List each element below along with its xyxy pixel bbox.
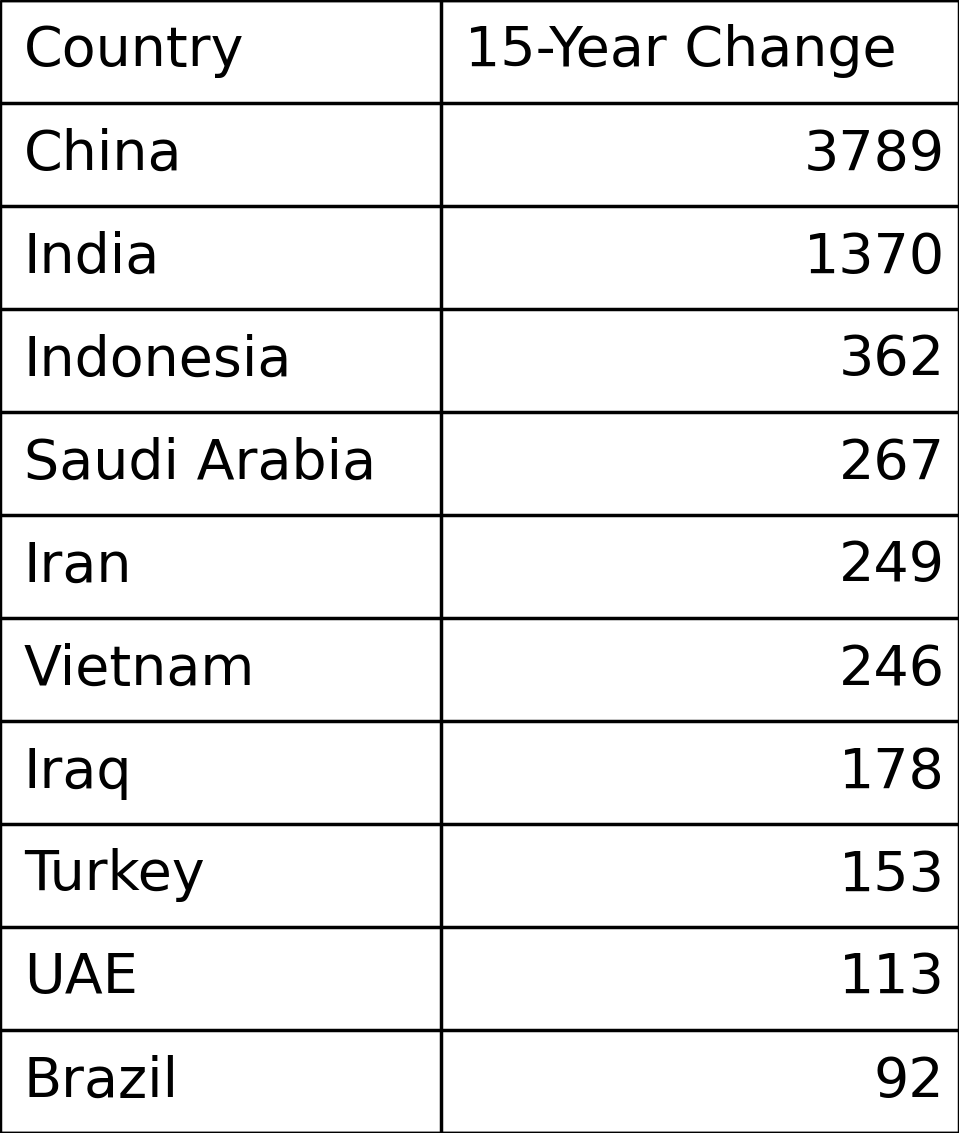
Text: India: India bbox=[24, 230, 160, 284]
Text: 113: 113 bbox=[839, 952, 945, 1005]
Text: 15-Year Change: 15-Year Change bbox=[465, 25, 897, 78]
Text: Vietnam: Vietnam bbox=[24, 642, 255, 697]
Text: Saudi Arabia: Saudi Arabia bbox=[24, 436, 376, 491]
Text: 267: 267 bbox=[838, 436, 945, 491]
Text: 1370: 1370 bbox=[804, 230, 945, 284]
Text: Iraq: Iraq bbox=[24, 746, 132, 800]
Text: 249: 249 bbox=[838, 539, 945, 594]
Text: Brazil: Brazil bbox=[24, 1055, 179, 1108]
Text: China: China bbox=[24, 128, 182, 181]
Text: 246: 246 bbox=[838, 642, 945, 697]
Text: 3789: 3789 bbox=[804, 128, 945, 181]
Text: 153: 153 bbox=[838, 849, 945, 903]
Text: Country: Country bbox=[24, 25, 245, 78]
Text: Turkey: Turkey bbox=[24, 849, 204, 903]
Text: 92: 92 bbox=[874, 1055, 945, 1108]
Text: 178: 178 bbox=[839, 746, 945, 800]
Text: Iran: Iran bbox=[24, 539, 132, 594]
Text: Indonesia: Indonesia bbox=[24, 333, 292, 387]
Text: 362: 362 bbox=[838, 333, 945, 387]
Text: UAE: UAE bbox=[24, 952, 138, 1005]
